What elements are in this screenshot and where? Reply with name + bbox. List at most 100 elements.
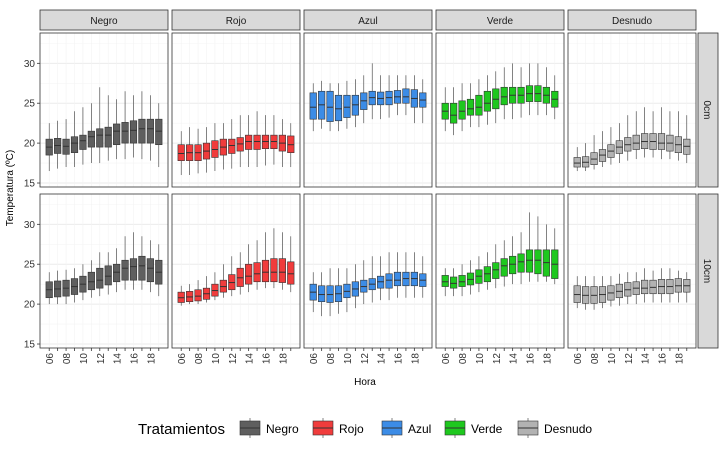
box-body [146,118,154,144]
box-azul-10cm-09 [334,268,343,314]
box-body [113,263,121,283]
panel-border [435,32,565,188]
panel-bg [436,33,564,187]
x-tick-label: 06 [309,353,320,365]
row-strip-bg [697,32,719,188]
box-negro-10cm-13 [104,252,112,295]
panel-border [303,193,433,349]
panel-bg [568,194,696,348]
box-negro-0cm-18 [146,95,154,161]
box-azul-10cm-08 [326,268,334,317]
box-rojo-0cm-07 [186,127,194,176]
box-verde-10cm-11 [483,252,491,290]
box-body [146,258,154,283]
x-tick-label: 08 [590,353,601,365]
box-azul-10cm-06 [309,272,317,313]
box-body [500,86,508,106]
box-body [104,265,112,286]
box-body [458,100,466,120]
y-axis-label: Temperatura (ºC) [5,150,16,226]
box-body [138,255,146,281]
x-tick-label: 10 [475,353,486,365]
box-body [129,258,138,281]
box-negro-0cm-14 [113,99,121,160]
legend-title: Tratamientos [138,421,225,438]
panel-border [567,193,697,349]
box-rojo-10cm-18 [278,232,286,290]
x-tick-label: 16 [394,353,405,365]
box-desnudo-0cm-15 [649,111,657,158]
panel-border [171,193,301,349]
x-tick-label: 16 [658,353,669,365]
box-verde-10cm-13 [500,240,508,287]
box-body [261,259,270,283]
box-body [441,275,449,287]
y-tick-label: 25 [24,99,36,110]
box-desnudo-10cm-06 [573,276,581,309]
box-body [270,258,278,283]
x-tick-label: 14 [641,353,652,365]
box-body [70,136,79,153]
box-body [641,279,649,295]
x-tick-label: 14 [509,353,520,365]
panel-bg [304,194,432,348]
box-body [318,285,326,303]
box-rojo-10cm-15 [253,240,261,290]
box-body [194,289,202,302]
panel-bg [172,194,300,348]
box-desnudo-0cm-09 [598,131,607,168]
box-negro-0cm-15 [121,91,129,160]
x-tick-label: 18 [146,353,157,365]
legend-label: Rojo [339,422,364,436]
box-negro-10cm-17 [138,236,146,290]
box-body [525,249,534,273]
box-body [138,118,146,144]
box-rojo-10cm-10 [211,272,219,301]
box-rojo-0cm-13 [236,115,244,168]
panel-bg [568,33,696,187]
box-verde-0cm-09 [466,83,475,128]
x-tick-label: 10 [211,353,222,365]
box-desnudo-0cm-11 [615,123,623,164]
box-azul-10cm-13 [368,256,376,303]
box-body [475,94,483,116]
box-body [245,263,253,285]
panel-verde-10cm [435,193,565,349]
box-negro-10cm-09 [70,268,79,303]
x-axis-label: Hora [354,377,376,388]
strip-label-negro: Negro [90,16,118,27]
box-body [309,92,317,120]
box-body [573,157,581,168]
box-rojo-0cm-18 [278,119,286,168]
strip-bg [567,9,697,31]
box-verde-10cm-18 [542,224,550,282]
panel-bg [304,33,432,187]
box-negro-10cm-06 [45,272,53,305]
box-azul-10cm-11 [351,264,359,309]
box-azul-10cm-15 [385,252,393,301]
x-tick-label: 18 [410,353,421,365]
box-rojo-0cm-12 [228,119,236,169]
box-body [385,273,393,289]
box-desnudo-0cm-13 [632,111,640,160]
box-azul-0cm-12 [360,75,368,124]
box-body [458,275,466,287]
box-negro-10cm-18 [146,240,154,293]
box-desnudo-10cm-12 [624,272,632,305]
x-tick-label: 10 [79,353,90,365]
box-body [509,255,517,275]
box-desnudo-0cm-07 [582,143,590,172]
box-body [113,123,121,146]
box-rojo-10cm-08 [194,280,202,305]
box-negro-0cm-17 [138,91,146,160]
box-desnudo-0cm-10 [607,127,615,165]
legend-items: Negro Rojo Azul Verde Desnudo [239,418,592,438]
panel-desnudo-10cm [567,193,697,349]
box-desnudo-10cm-18 [674,270,682,303]
box-desnudo-0cm-18 [674,111,682,161]
y-tick-label: 15 [24,179,36,190]
box-body [96,128,104,148]
box-desnudo-0cm-19 [683,115,691,164]
box-desnudo-0cm-16 [657,107,666,160]
y-tick-label: 20 [24,139,36,150]
